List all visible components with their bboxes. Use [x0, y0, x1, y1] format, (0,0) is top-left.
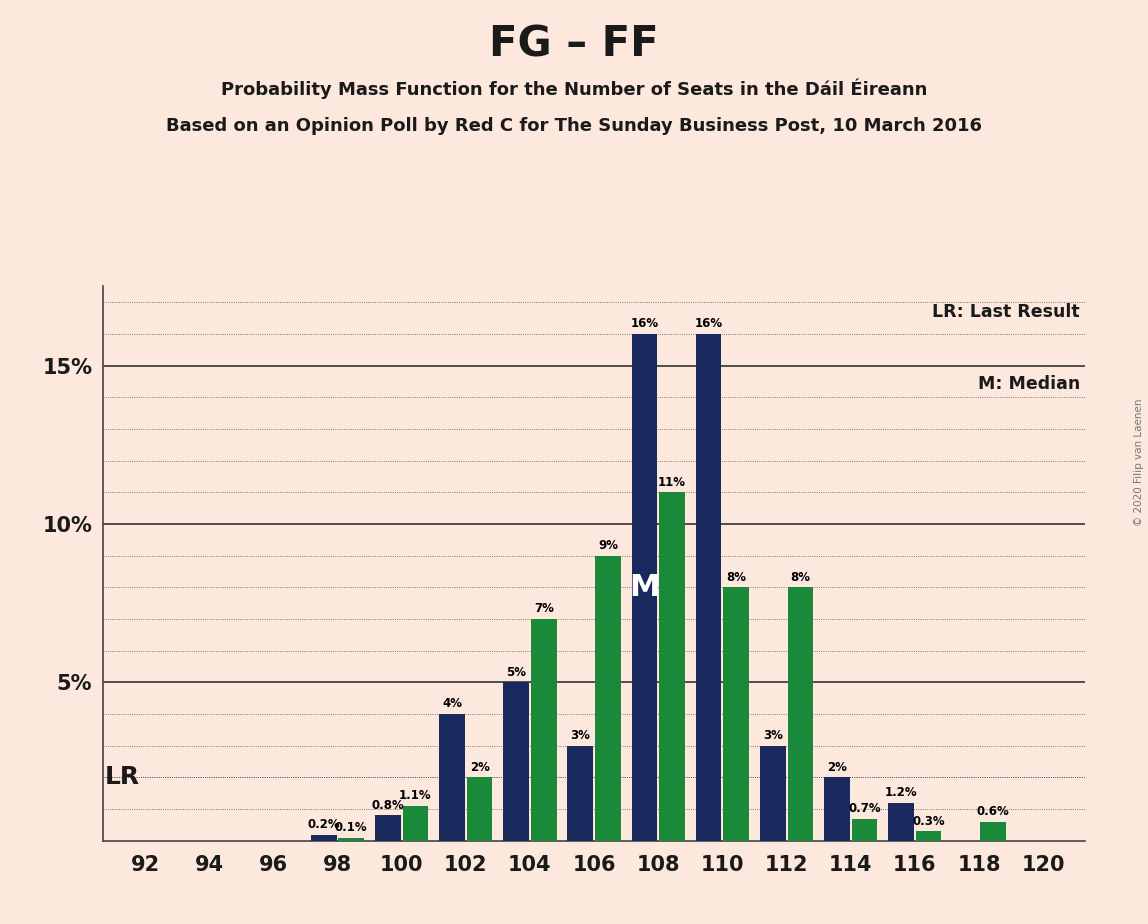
Text: 0.2%: 0.2%: [308, 818, 340, 831]
Bar: [440, 714, 465, 841]
Bar: [530, 619, 557, 841]
Text: 9%: 9%: [598, 539, 618, 552]
Text: © 2020 Filip van Laenen: © 2020 Filip van Laenen: [1134, 398, 1143, 526]
Text: 0.8%: 0.8%: [372, 798, 404, 811]
Text: 8%: 8%: [727, 571, 746, 584]
Text: 2%: 2%: [470, 760, 489, 773]
Bar: [467, 777, 492, 841]
Bar: [980, 821, 1006, 841]
Bar: [631, 334, 658, 841]
Text: 4%: 4%: [442, 698, 461, 711]
Text: 0.7%: 0.7%: [848, 802, 881, 815]
Text: M: Median: M: Median: [978, 375, 1080, 393]
Text: 16%: 16%: [695, 317, 722, 330]
Bar: [567, 746, 594, 841]
Text: Based on an Opinion Poll by Red C for The Sunday Business Post, 10 March 2016: Based on an Opinion Poll by Red C for Th…: [166, 117, 982, 135]
Text: 16%: 16%: [630, 317, 659, 330]
Bar: [375, 816, 401, 841]
Text: 3%: 3%: [571, 729, 590, 742]
Text: M: M: [629, 573, 660, 602]
Bar: [760, 746, 785, 841]
Text: FG – FF: FG – FF: [489, 23, 659, 65]
Text: 11%: 11%: [658, 476, 687, 489]
Bar: [889, 803, 914, 841]
Bar: [403, 806, 428, 841]
Text: 5%: 5%: [506, 665, 526, 678]
Text: 3%: 3%: [762, 729, 783, 742]
Text: 2%: 2%: [827, 760, 847, 773]
Bar: [723, 588, 748, 841]
Text: 0.1%: 0.1%: [335, 821, 367, 833]
Text: 8%: 8%: [790, 571, 810, 584]
Text: 0.3%: 0.3%: [913, 815, 945, 828]
Text: 1.1%: 1.1%: [400, 789, 432, 802]
Bar: [595, 555, 621, 841]
Bar: [788, 588, 813, 841]
Text: LR: LR: [106, 765, 140, 789]
Text: LR: Last Result: LR: Last Result: [932, 303, 1080, 321]
Bar: [311, 834, 336, 841]
Text: Probability Mass Function for the Number of Seats in the Dáil Éireann: Probability Mass Function for the Number…: [220, 79, 928, 99]
Bar: [339, 838, 364, 841]
Text: 0.6%: 0.6%: [977, 805, 1009, 818]
Text: 7%: 7%: [534, 602, 553, 615]
Bar: [852, 819, 877, 841]
Bar: [916, 832, 941, 841]
Bar: [696, 334, 721, 841]
Bar: [503, 683, 529, 841]
Text: 1.2%: 1.2%: [885, 786, 917, 799]
Bar: [824, 777, 850, 841]
Bar: [659, 492, 685, 841]
